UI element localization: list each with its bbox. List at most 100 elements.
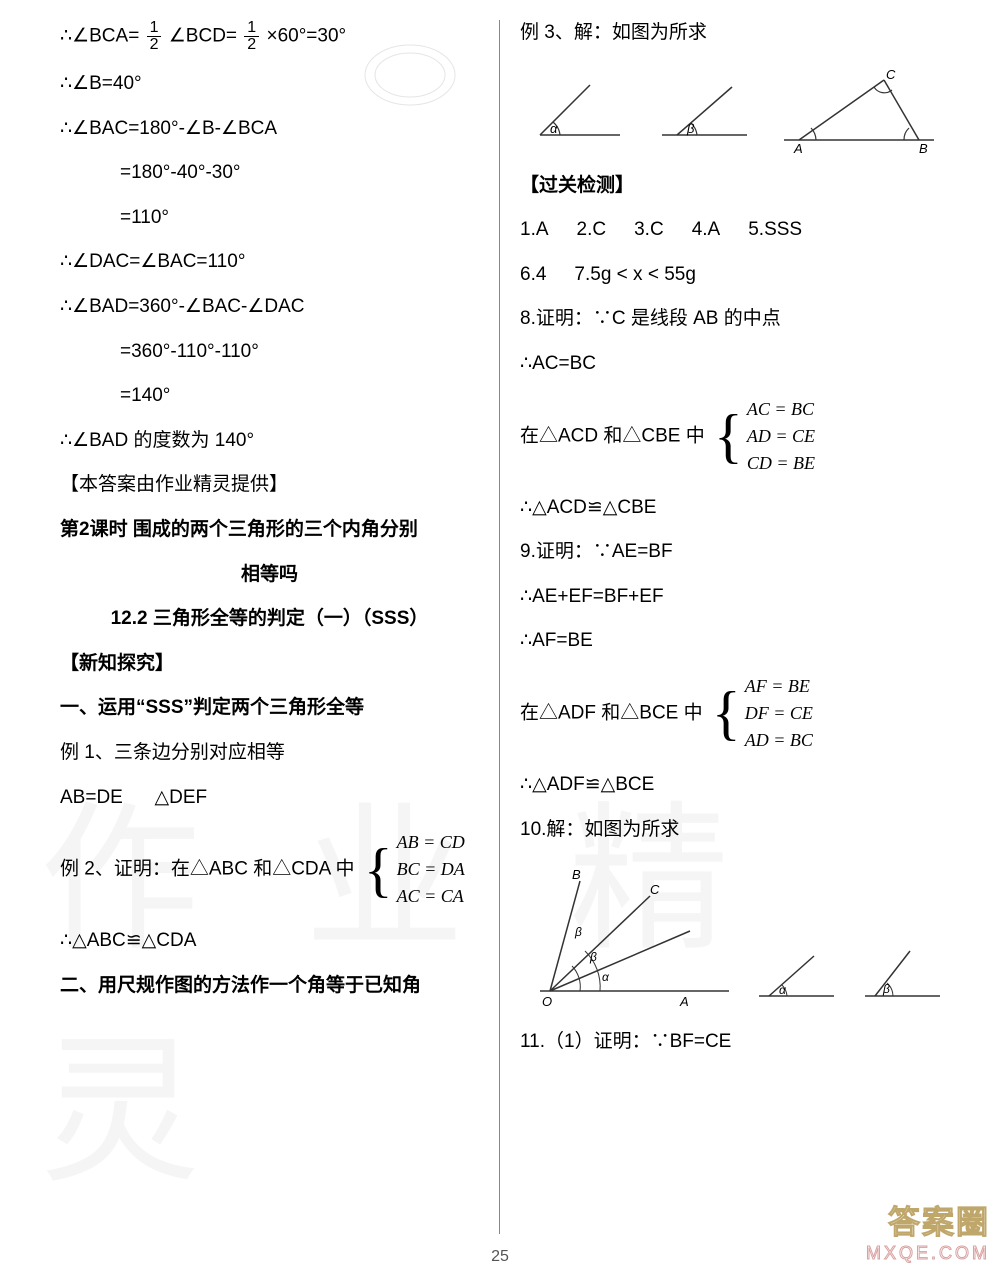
svg-text:A: A (793, 141, 803, 155)
proof-line: 8.证明：∵C 是线段 AB 的中点 (520, 306, 940, 333)
denom: 2 (147, 37, 162, 53)
note-line: 【本答案由作业精灵提供】 (60, 472, 479, 499)
eq: AD = CE (747, 423, 815, 450)
svg-text:O: O (542, 994, 552, 1009)
answer: 5.SSS (748, 217, 802, 244)
math-line: =110° (60, 205, 479, 232)
example-line: 例 2、证明：在△ABC 和△CDA 中 { AB = CD BC = DA A… (60, 829, 479, 910)
math-line: =360°-110°-110° (60, 339, 479, 366)
brace-content: AC = BC AD = CE CD = BE (747, 396, 815, 477)
math-line: ∴∠BCA= 1 2 ∠BCD= 1 2 ×60°=30° (60, 20, 479, 53)
answer: 7.5g < x < 55g (574, 262, 696, 289)
brace-icon: { (712, 686, 741, 740)
text: AB=DE (60, 787, 123, 808)
proof-line: ∴AF=BE (520, 628, 940, 655)
heading-sub: 【新知探究】 (60, 651, 479, 678)
svg-text:β: β (574, 925, 582, 939)
figures-row: α β A B C (520, 65, 940, 155)
math-line: =140° (60, 383, 479, 410)
proof-line: 9.证明：∵AE=BF (520, 539, 940, 566)
answer: 4.A (692, 217, 721, 244)
brace-group: { AB = CD BC = DA AC = CA (360, 829, 465, 910)
text: ×60°=30° (266, 26, 346, 47)
text: 在△ACD 和△CBE 中 (520, 425, 705, 446)
answer: 1.A (520, 217, 549, 244)
label-alpha: α (550, 121, 558, 136)
right-column: 例 3、解：如图为所求 α β (500, 20, 960, 1234)
eq: AF = BE (745, 673, 813, 700)
figure-small-alpha: α (749, 941, 835, 1011)
text: ∠BCD= (169, 26, 237, 47)
answer: 6.4 (520, 262, 546, 289)
eq: AC = BC (747, 396, 815, 423)
figure-angle-alpha: α (520, 75, 627, 155)
svg-text:C: C (650, 882, 660, 897)
heading: 第2课时 围成的两个三角形的三个内角分别 (60, 517, 479, 544)
result-line: ∴△ABC≌△CDA (60, 928, 479, 955)
heading-sub: 二、用尺规作图的方法作一个角等于已知角 (60, 973, 479, 1000)
text: 在△ADF 和△BCE 中 (520, 702, 703, 723)
math-line: =180°-40°-30° (60, 160, 479, 187)
page-number: 25 (491, 1248, 509, 1266)
math-line: ∴∠BAD 的度数为 140° (60, 428, 479, 455)
numer: 1 (147, 20, 162, 37)
brace-icon: { (364, 843, 393, 897)
math-line: ∴∠B=40° (60, 71, 479, 98)
proof-line: ∴△ADF≌△BCE (520, 772, 940, 799)
svg-text:β: β (589, 950, 597, 964)
page-container: ∴∠BCA= 1 2 ∠BCD= 1 2 ×60°=30° ∴∠B=40° ∴∠… (0, 0, 1000, 1274)
svg-text:α: α (779, 983, 787, 997)
svg-text:C: C (886, 67, 896, 82)
brace-icon: { (714, 409, 743, 463)
proof-line: 在△ADF 和△BCE 中 { AF = BE DF = CE AD = BC (520, 673, 940, 754)
text: 例 2、证明：在△ABC 和△CDA 中 (60, 859, 355, 880)
math-line: ∴∠BAD=360°-∠BAC-∠DAC (60, 294, 479, 321)
figures-row-10: O A B C β α β α β (520, 861, 940, 1011)
left-column: ∴∠BCA= 1 2 ∠BCD= 1 2 ×60°=30° ∴∠B=40° ∴∠… (40, 20, 500, 1234)
numer: 1 (244, 20, 259, 37)
eq: CD = BE (747, 450, 815, 477)
figure-small-beta: β (855, 941, 941, 1011)
heading: 相等吗 (60, 562, 479, 589)
proof-line: ∴△ACD≌△CBE (520, 495, 940, 522)
example-line: 例 1、三条边分别对应相等 (60, 740, 479, 767)
answer: 3.C (634, 217, 664, 244)
eq: AC = CA (397, 883, 465, 910)
text: △DEF (155, 787, 208, 808)
brace-content: AB = CD BC = DA AC = CA (397, 829, 465, 910)
proof-line: 在△ACD 和△CBE 中 { AC = BC AD = CE CD = BE (520, 396, 940, 477)
heading-check: 【过关检测】 (520, 173, 940, 200)
eq: AD = BC (745, 727, 813, 754)
brace-group: { AC = BC AD = CE CD = BE (710, 396, 815, 477)
proof-line: 11.（1）证明：∵BF=CE (520, 1029, 940, 1056)
heading-sub: 一、运用“SSS”判定两个三角形全等 (60, 695, 479, 722)
proof-line: ∴AE+EF=BF+EF (520, 584, 940, 611)
fraction: 1 2 (244, 20, 259, 53)
answer: 2.C (577, 217, 607, 244)
text: ∴∠BCA= (60, 26, 139, 47)
math-line: ∴∠DAC=∠BAC=110° (60, 249, 479, 276)
figure-angle-beta: β (647, 75, 754, 155)
answers-row: 6.4 7.5g < x < 55g (520, 262, 940, 289)
math-line: ∴∠BAC=180°-∠B-∠BCA (60, 116, 479, 143)
example-line: 例 3、解：如图为所求 (520, 20, 940, 47)
svg-text:β: β (882, 982, 890, 996)
svg-text:B: B (572, 867, 581, 882)
proof-line: 10.解：如图为所求 (520, 817, 940, 844)
label-beta: β (686, 121, 695, 136)
svg-text:B: B (919, 141, 928, 155)
brace-group: { AF = BE DF = CE AD = BC (708, 673, 813, 754)
eq: DF = CE (745, 700, 813, 727)
fraction: 1 2 (147, 20, 162, 53)
denom: 2 (244, 37, 259, 53)
example-line: AB=DE △DEF (60, 785, 479, 812)
svg-text:A: A (679, 994, 689, 1009)
eq: AB = CD (397, 829, 465, 856)
svg-text:α: α (602, 970, 610, 984)
proof-line: ∴AC=BC (520, 351, 940, 378)
heading-section: 12.2 三角形全等的判定（一）（SSS） (60, 606, 479, 633)
figure-construction: O A B C β α β (520, 861, 729, 1011)
answers-row: 1.A 2.C 3.C 4.A 5.SSS (520, 217, 940, 244)
figure-triangle: A B C (774, 65, 940, 155)
eq: BC = DA (397, 856, 465, 883)
